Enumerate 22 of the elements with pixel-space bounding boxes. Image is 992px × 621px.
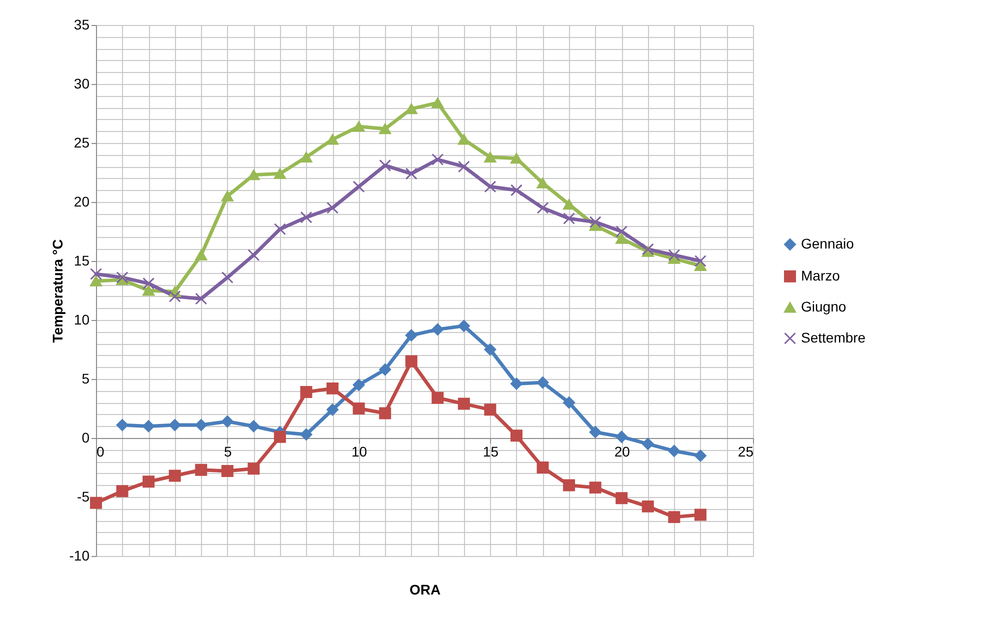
legend-label: Settembre (801, 329, 866, 346)
y-tick-label: -5 (77, 488, 90, 504)
x-tick-label: 20 (614, 444, 630, 460)
y-tick-label: 10 (74, 312, 90, 328)
x-tick-label: 5 (224, 444, 232, 460)
x-tick-label: 10 (352, 444, 368, 460)
y-tick-label: 35 (74, 16, 90, 32)
y-tick-label: 5 (82, 370, 90, 386)
x-axis-title: ORA (409, 582, 441, 598)
legend-label: Gennaio (801, 235, 854, 252)
y-tick-label: 15 (74, 252, 90, 268)
y-tick-label: -10 (69, 548, 90, 564)
x-tick-label: 15 (482, 444, 499, 460)
legend-label: Giugno (801, 298, 846, 314)
legend-label: Marzo (801, 267, 840, 284)
y-tick-label: 30 (74, 76, 90, 92)
x-tick-label: 0 (96, 444, 104, 460)
y-tick-label: 25 (74, 134, 90, 150)
y-tick-label: 20 (74, 194, 90, 210)
y-axis-title: Temperatura °C (49, 239, 66, 343)
x-tick-label: 25 (738, 444, 754, 460)
y-tick-label: 0 (82, 430, 90, 446)
